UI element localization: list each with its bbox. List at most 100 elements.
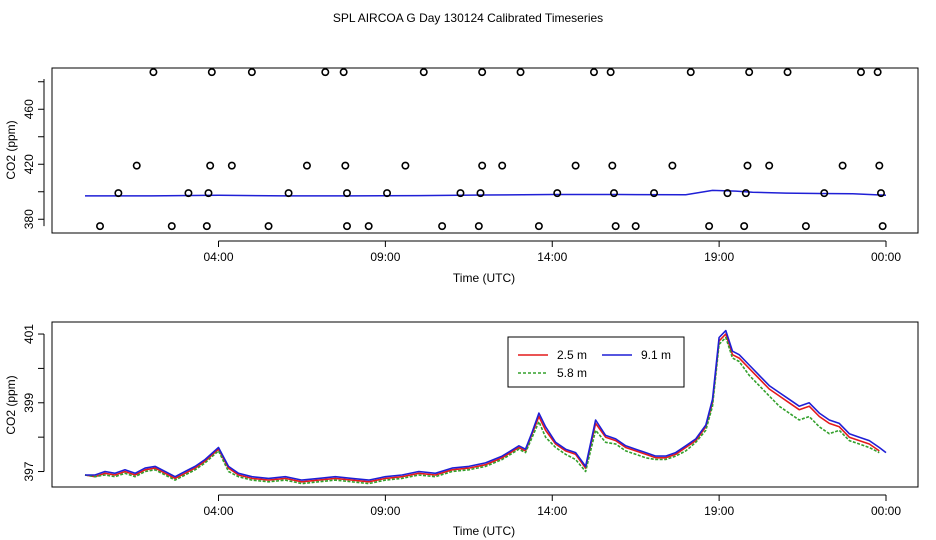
- scatter-point: [342, 189, 351, 198]
- scatter-point: [668, 161, 677, 170]
- y-tick-label: 460: [22, 99, 36, 119]
- scatter-point: [705, 222, 714, 231]
- top-panel: 04:00 09:00 14:00 19:00 00:00 380 420 460 Time…: [4, 67, 919, 285]
- bottom-y-label: CO2 (ppm): [4, 375, 18, 434]
- top-x-axis: 04:00 09:00 14:00 19:00 00:00: [203, 240, 901, 264]
- top-x-label: Time (UTC): [453, 271, 515, 285]
- scatter-point: [878, 222, 887, 231]
- scatter-point: [611, 222, 620, 231]
- scatter-point: [167, 222, 176, 231]
- scatter-point: [745, 68, 754, 77]
- scatter-point: [184, 189, 193, 198]
- scatter-point: [876, 189, 885, 198]
- scatter-point: [364, 222, 373, 231]
- x-tick-label: 00:00: [871, 250, 901, 264]
- scatter-point: [204, 189, 213, 198]
- scatter-point: [686, 68, 695, 77]
- scatter-point: [149, 68, 158, 77]
- series-line-2-5-m: [84, 333, 880, 483]
- scatter-point: [875, 161, 884, 170]
- x-tick-label: 14:00: [537, 250, 567, 264]
- bottom-panel: 04:00 09:00 14:00 19:00 00:00 397 399 401 Time…: [4, 321, 919, 538]
- scatter-point: [478, 161, 487, 170]
- scatter-point: [476, 189, 485, 198]
- scatter-point: [801, 222, 810, 231]
- scatter-point: [631, 222, 640, 231]
- x-tick-label: 00:00: [871, 504, 901, 518]
- x-tick-label: 14:00: [537, 504, 567, 518]
- scatter-point: [132, 161, 141, 170]
- legend: 2.5 m 9.1 m 5.8 m: [507, 336, 685, 388]
- scatter-point: [856, 68, 865, 77]
- x-tick-label: 19:00: [704, 504, 734, 518]
- scatter-point: [474, 222, 483, 231]
- bottom-series-lines: [84, 329, 887, 485]
- x-tick-label: 19:00: [704, 250, 734, 264]
- y-tick-label: 399: [22, 392, 36, 412]
- scatter-point: [571, 161, 580, 170]
- scatter-point: [741, 189, 750, 198]
- chart-title: SPL AIRCOA G Day 130124 Calibrated Times…: [333, 11, 603, 25]
- series-line-5-8-m: [84, 336, 880, 485]
- scatter-point: [302, 161, 311, 170]
- x-tick-label: 04:00: [203, 250, 233, 264]
- scatter-point: [206, 161, 215, 170]
- scatter-point: [743, 161, 752, 170]
- scatter-point: [606, 68, 615, 77]
- scatter-point: [650, 189, 659, 198]
- scatter-point: [609, 189, 618, 198]
- bottom-x-label: Time (UTC): [453, 524, 515, 538]
- scatter-point: [321, 68, 330, 77]
- y-tick-label: 397: [22, 461, 36, 481]
- scatter-point: [478, 68, 487, 77]
- legend-box: [507, 336, 685, 388]
- bottom-plot-frame: [51, 321, 919, 488]
- legend-label-2-5m: 2.5 m: [557, 348, 587, 362]
- legend-label-5-8m: 5.8 m: [557, 366, 587, 380]
- top-scatter-points: [96, 68, 887, 231]
- scatter-point: [96, 222, 105, 231]
- scatter-point: [820, 189, 829, 198]
- scatter-point: [873, 68, 882, 77]
- top-y-axis: 380 420 460: [22, 79, 45, 229]
- x-tick-label: 04:00: [203, 504, 233, 518]
- scatter-point: [247, 68, 256, 77]
- scatter-point: [740, 222, 749, 231]
- y-tick-label: 420: [22, 154, 36, 174]
- scatter-point: [419, 68, 428, 77]
- scatter-point: [401, 161, 410, 170]
- scatter-point: [608, 161, 617, 170]
- scatter-point: [765, 161, 774, 170]
- scatter-point: [589, 68, 598, 77]
- legend-label-9-1m: 9.1 m: [641, 348, 671, 362]
- scatter-point: [553, 189, 562, 198]
- scatter-point: [383, 189, 392, 198]
- scatter-point: [783, 68, 792, 77]
- scatter-point: [264, 222, 273, 231]
- scatter-point: [456, 189, 465, 198]
- y-tick-label: 401: [22, 324, 36, 344]
- top-plot-frame: [51, 67, 919, 234]
- top-series-line: [85, 189, 887, 197]
- series-line-9-1-m: [85, 329, 887, 481]
- scatter-point: [114, 189, 123, 198]
- y-tick-label: 380: [22, 209, 36, 229]
- scatter-point: [838, 161, 847, 170]
- scatter-point: [207, 68, 216, 77]
- scatter-point: [534, 222, 543, 231]
- bottom-x-axis: 04:00 09:00 14:00 19:00 00:00: [203, 494, 901, 518]
- scatter-point: [341, 161, 350, 170]
- scatter-point: [723, 189, 732, 198]
- scatter-point: [516, 68, 525, 77]
- x-tick-label: 09:00: [370, 504, 400, 518]
- bottom-y-axis: 397 399 401: [22, 324, 45, 482]
- scatter-point: [227, 161, 236, 170]
- scatter-point: [438, 222, 447, 231]
- scatter-point: [339, 68, 348, 77]
- top-y-label: CO2 (ppm): [4, 120, 18, 179]
- scatter-point: [498, 161, 507, 170]
- scatter-point: [202, 222, 211, 231]
- top-line-9-1m: [85, 189, 887, 197]
- scatter-point: [342, 222, 351, 231]
